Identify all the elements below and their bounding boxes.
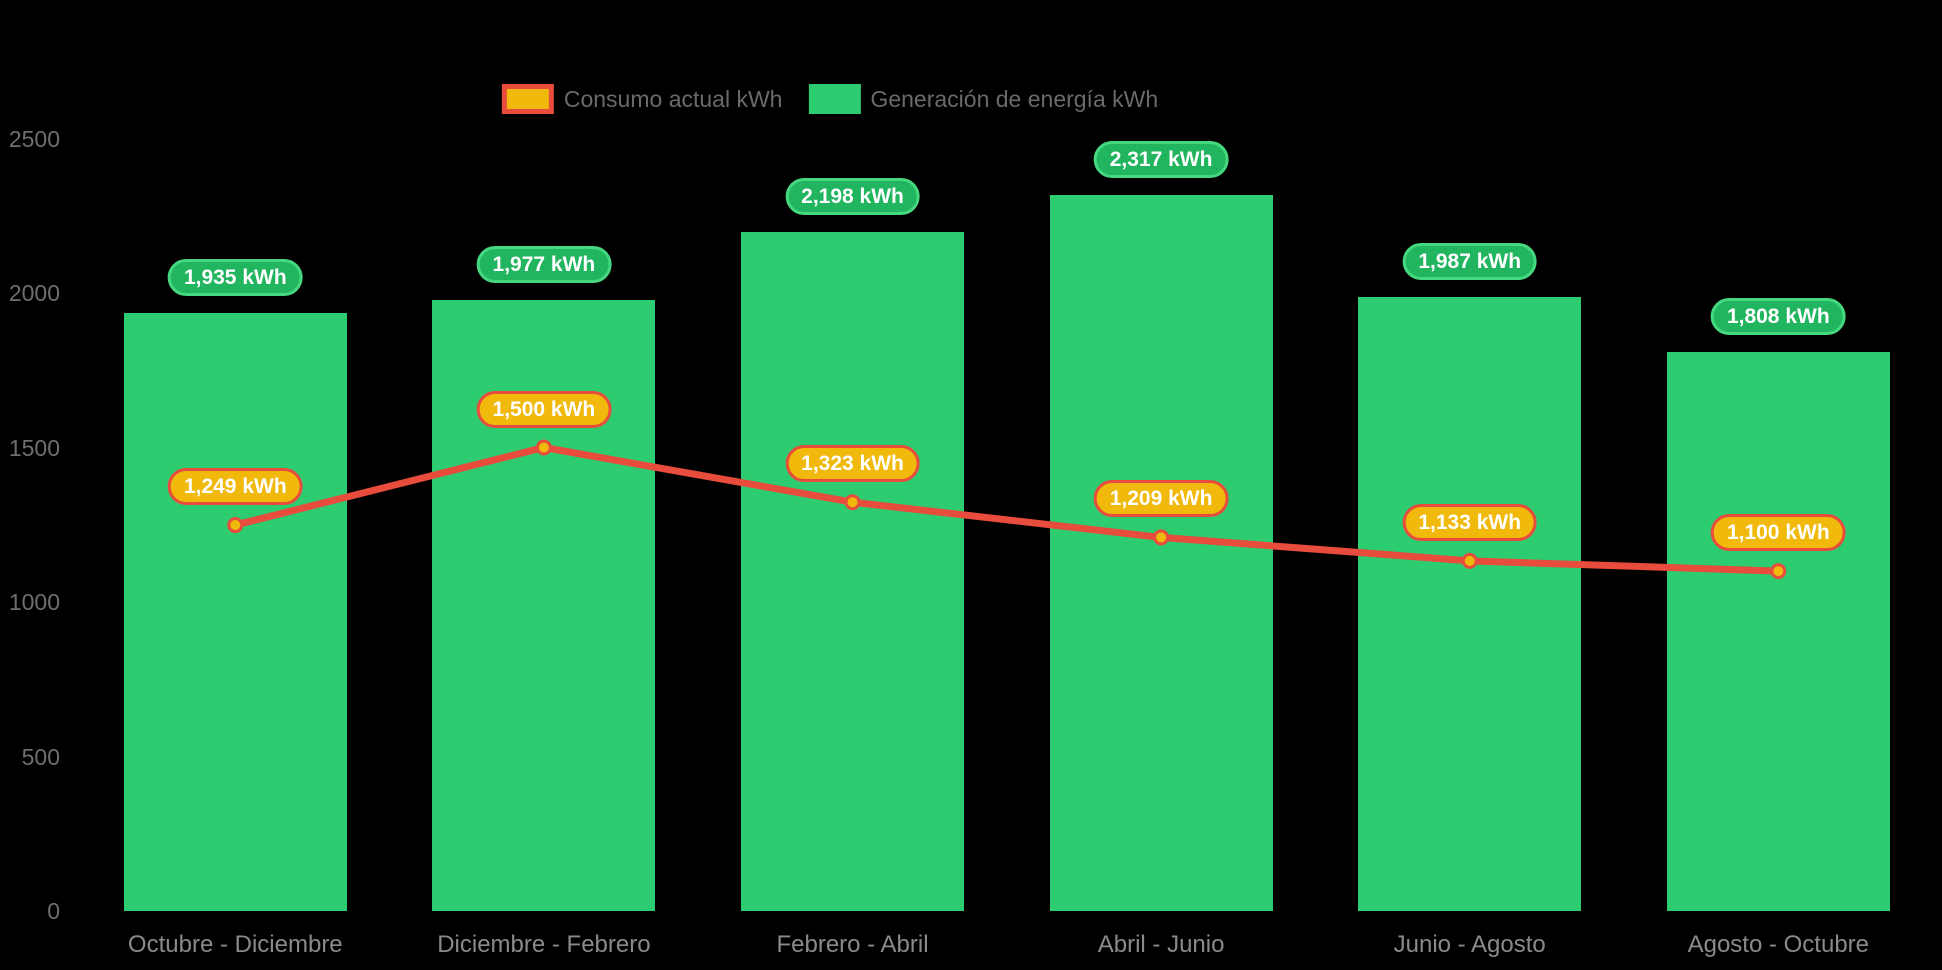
legend-label-consumo: Consumo actual kWh	[563, 86, 783, 112]
line-value-label: 1,209 kWh	[1093, 480, 1229, 518]
y-axis-tick-label: 1500	[8, 434, 60, 461]
line-value-label: 1,500 kWh	[476, 390, 612, 428]
bar-1	[123, 313, 347, 911]
y-axis-tick-label: 500	[21, 743, 60, 770]
x-axis-label: Agosto - Octubre	[1687, 931, 1870, 958]
legend-label-generacion: Generación de energía kWh	[870, 86, 1159, 112]
bar-6	[1666, 352, 1890, 911]
bar-value-label: 1,977 kWh	[476, 246, 612, 284]
line-value-label: 1,100 kWh	[1710, 514, 1846, 552]
line-value-label: 1,133 kWh	[1402, 503, 1538, 541]
bar-value-label: 2,198 kWh	[785, 177, 920, 215]
y-axis-tick-label: 2500	[8, 125, 60, 152]
x-axis-label: Abril - Junio	[1097, 931, 1225, 958]
x-axis-label: Junio - Agosto	[1393, 931, 1546, 958]
legend-item-generacion[interactable]: Generación de energía kWh	[808, 84, 1158, 114]
y-axis-tick-label: 0	[47, 898, 60, 924]
bar-value-label: 2,317 kWh	[1093, 141, 1229, 179]
chart-legend: Consumo actual kWh Generación de energía…	[501, 84, 1158, 114]
x-axis-label: Diciembre - Febrero	[437, 931, 651, 958]
consumo-swatch-icon	[501, 84, 554, 114]
bar-value-label: 1,808 kWh	[1710, 298, 1846, 336]
bar-5	[1358, 297, 1582, 911]
bar-4	[1049, 195, 1273, 911]
consumo-swatch-fill	[506, 89, 549, 109]
line-value-label: 1,249 kWh	[167, 468, 303, 506]
bar-3	[741, 231, 964, 911]
y-axis-tick-label: 1000	[8, 589, 60, 615]
legend-item-consumo[interactable]: Consumo actual kWh	[501, 84, 783, 114]
generacion-swatch-icon	[808, 84, 861, 114]
y-axis-tick-label: 2000	[8, 280, 60, 306]
bar-value-label: 1,987 kWh	[1402, 243, 1538, 281]
bar-value-label: 1,935 kWh	[167, 259, 303, 297]
line-value-label: 1,323 kWh	[785, 445, 920, 483]
x-axis-label: Febrero - Abril	[776, 931, 929, 958]
x-axis-label: Octubre - Diciembre	[127, 931, 343, 958]
